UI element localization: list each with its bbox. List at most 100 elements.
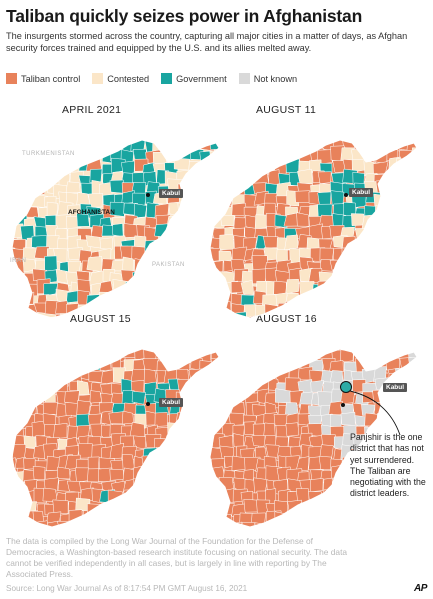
district-contested — [297, 168, 313, 184]
district-contested — [144, 282, 158, 297]
district-taliban — [210, 291, 212, 305]
district-taliban — [404, 412, 417, 425]
district-contested — [77, 303, 92, 318]
district-taliban — [389, 227, 402, 240]
district-taliban — [210, 185, 225, 197]
panel-title-aug11: AUGUST 11 — [256, 104, 317, 116]
district-contested — [352, 261, 366, 275]
district-government — [388, 247, 401, 262]
district-taliban — [350, 524, 366, 527]
district-contested — [85, 235, 102, 249]
district-taliban — [296, 456, 310, 472]
district-taliban — [410, 306, 417, 318]
district-contested — [406, 140, 417, 142]
district-taliban — [210, 381, 224, 394]
district-taliban — [168, 446, 183, 460]
district-taliban — [344, 499, 358, 514]
district-taliban — [60, 357, 73, 373]
district-taliban — [23, 367, 38, 380]
district-taliban — [232, 246, 248, 264]
district-taliban — [385, 356, 400, 371]
district-taliban — [306, 520, 322, 527]
district-taliban — [32, 349, 47, 362]
district-contested — [412, 147, 417, 162]
district-contested — [211, 281, 223, 298]
district-taliban — [224, 148, 237, 162]
district-contested — [254, 140, 270, 144]
district-taliban — [309, 510, 324, 525]
district-contested — [376, 260, 390, 275]
district-taliban — [218, 170, 235, 185]
district-taliban — [152, 470, 168, 484]
district-contested — [176, 280, 189, 297]
district-taliban — [398, 223, 414, 238]
district-taliban — [308, 302, 322, 314]
district-contested — [263, 311, 278, 318]
district-taliban — [332, 269, 347, 285]
district-contested — [340, 140, 355, 141]
legend-item-taliban: Taliban control — [6, 73, 80, 84]
district-government — [386, 291, 399, 304]
district-taliban — [69, 349, 80, 364]
district-taliban — [25, 389, 40, 407]
district-taliban — [406, 369, 417, 383]
district-taliban — [262, 126, 278, 139]
district-taliban — [78, 349, 94, 350]
district-taliban — [12, 357, 16, 372]
district-taliban — [277, 349, 289, 350]
district-taliban — [12, 140, 17, 144]
district-taliban — [110, 302, 125, 318]
district-taliban — [296, 212, 310, 227]
district-taliban — [34, 356, 46, 371]
district-contested — [210, 279, 215, 295]
district-taliban — [53, 422, 68, 439]
district-contested — [162, 290, 178, 304]
district-contested — [81, 314, 95, 318]
district-contested — [12, 171, 18, 186]
district-taliban — [296, 512, 309, 526]
district-taliban — [99, 313, 113, 318]
district-taliban — [12, 315, 15, 318]
district-taliban — [12, 382, 18, 397]
map-august-11 — [209, 126, 418, 319]
district-government — [76, 413, 91, 428]
district-taliban — [233, 349, 249, 352]
district-contested — [365, 301, 380, 317]
district-taliban — [121, 314, 136, 318]
district-taliban — [374, 280, 388, 294]
district-taliban — [329, 360, 344, 372]
district-taliban — [321, 489, 337, 502]
district-taliban — [129, 422, 145, 438]
district-government — [330, 291, 345, 305]
district-taliban — [220, 140, 235, 153]
district-taliban — [177, 492, 193, 506]
district-taliban — [12, 445, 14, 460]
district-taliban — [34, 369, 52, 382]
district-contested — [383, 181, 399, 198]
district-taliban — [12, 435, 14, 451]
district-unknown — [329, 414, 342, 428]
district-taliban — [393, 236, 411, 250]
district-taliban — [220, 184, 236, 199]
district-taliban — [76, 400, 91, 417]
district-taliban — [12, 425, 16, 440]
district-contested — [276, 249, 288, 263]
district-taliban — [395, 412, 412, 426]
district-taliban — [156, 311, 169, 318]
district-taliban — [164, 349, 179, 360]
district-contested — [130, 312, 145, 318]
district-taliban — [57, 124, 73, 139]
district-taliban — [66, 303, 80, 317]
district-taliban — [355, 294, 370, 309]
district-government — [132, 303, 147, 318]
district-government — [63, 140, 77, 150]
district-taliban — [179, 349, 193, 360]
district-contested — [112, 291, 128, 308]
district-contested — [384, 201, 398, 217]
district-taliban — [377, 291, 393, 307]
district-taliban — [31, 158, 48, 174]
district-taliban — [75, 356, 91, 371]
district-taliban — [278, 140, 291, 154]
district-contested — [12, 284, 13, 297]
district-taliban — [144, 312, 158, 318]
